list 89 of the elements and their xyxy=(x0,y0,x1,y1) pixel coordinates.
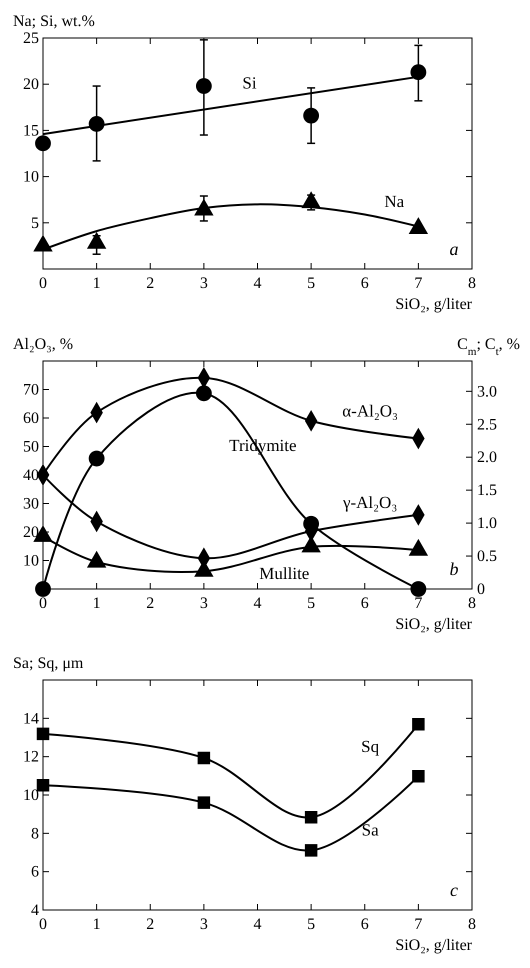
y2-axis-title: C$_{m}$; C$_{t}$, % xyxy=(457,336,520,358)
x-tick-label: 6 xyxy=(360,275,369,292)
x-tick-label: 7 xyxy=(414,595,422,612)
x-tick-label: 6 xyxy=(360,916,369,933)
y-tick-label: 10 xyxy=(23,787,39,804)
point xyxy=(304,810,318,824)
y-tick-label: 10 xyxy=(23,552,39,570)
series-label: α-Al₂O₃ xyxy=(342,402,398,421)
x-tick-label: 4 xyxy=(254,275,262,292)
y2-tick-label: 0.5 xyxy=(477,548,497,566)
x-tick-label: 7 xyxy=(414,916,422,933)
y-tick-label: 50 xyxy=(23,438,39,456)
x-tick-label: 0 xyxy=(39,916,47,933)
point xyxy=(34,236,52,252)
point xyxy=(194,200,213,216)
y-tick-label: 12 xyxy=(23,748,39,766)
y-tick-label: 25 xyxy=(23,30,39,47)
x-tick-label: 3 xyxy=(200,595,208,612)
y2-tick-label: 0 xyxy=(477,581,485,598)
series-label: Sa xyxy=(362,820,380,840)
point xyxy=(303,108,320,124)
x-tick-label: 1 xyxy=(92,916,101,933)
annotation: a xyxy=(450,239,458,259)
y-tick-label: 60 xyxy=(23,410,39,427)
y2-tick-label: 1.0 xyxy=(477,515,497,532)
series-label: Mullite xyxy=(259,564,310,583)
x-axis-title: SiO₂, g/liter xyxy=(395,296,473,313)
y-tick-label: 10 xyxy=(23,168,39,186)
point xyxy=(88,552,106,568)
x-tick-label: 2 xyxy=(146,595,154,612)
y-tick-label: 20 xyxy=(23,524,39,541)
y-axis-title: Na; Si, wt.% xyxy=(13,13,95,30)
y-tick-label: 8 xyxy=(31,825,39,842)
x-tick-label: 1 xyxy=(92,595,101,612)
point xyxy=(198,752,210,764)
x-tick-label: 8 xyxy=(468,916,476,933)
x-axis-title: SiO₂, g/liter xyxy=(395,616,473,633)
y-tick-label: 15 xyxy=(23,122,39,140)
x-tick-label: 2 xyxy=(146,916,154,933)
y-tick-label: 30 xyxy=(23,496,39,512)
x-tick-label: 2 xyxy=(146,275,154,292)
y-tick-label: 4 xyxy=(31,902,39,919)
x-tick-label: 8 xyxy=(468,595,476,612)
annotation: b xyxy=(450,559,458,579)
point xyxy=(304,844,318,857)
y2-tick-label: 1.5 xyxy=(477,482,497,500)
x-tick-label: 3 xyxy=(200,916,208,933)
point xyxy=(88,450,105,466)
y-tick-label: 14 xyxy=(23,710,39,728)
x-tick-label: 6 xyxy=(360,595,369,612)
y2-tick-label: 3.0 xyxy=(477,383,497,400)
y-tick-label: 5 xyxy=(31,214,39,232)
x-tick-label: 0 xyxy=(39,595,47,612)
point xyxy=(409,540,428,556)
point xyxy=(36,778,50,792)
x-tick-label: 4 xyxy=(254,916,262,933)
x-tick-label: 7 xyxy=(414,275,422,292)
y-tick-label: 70 xyxy=(23,382,39,398)
x-tick-label: 8 xyxy=(468,275,476,292)
x-tick-label: 0 xyxy=(39,275,47,292)
x-tick-label: 1 xyxy=(92,275,101,292)
y-tick-label: 20 xyxy=(23,76,39,94)
series-label: Na xyxy=(384,192,405,212)
x-tick-label: 5 xyxy=(307,275,316,292)
point xyxy=(409,218,428,234)
point xyxy=(412,718,425,731)
series-label: Sq xyxy=(361,737,380,756)
y-axis-title: Al₂O₃, % xyxy=(13,336,74,353)
x-tick-label: 5 xyxy=(307,916,316,933)
point xyxy=(36,728,50,740)
x-tick-label: 4 xyxy=(254,595,262,612)
x-axis-title: SiO₂, g/liter xyxy=(395,937,473,954)
series-label: Si xyxy=(242,74,257,93)
annotation: c xyxy=(450,880,458,900)
x-tick-label: 5 xyxy=(307,595,316,612)
point xyxy=(88,232,106,249)
point xyxy=(410,64,426,80)
y2-tick-label: 2.5 xyxy=(477,416,497,434)
y-tick-label: 6 xyxy=(31,864,39,881)
x-tick-label: 3 xyxy=(200,275,208,292)
point xyxy=(302,536,320,552)
y-axis-title: Sa; Sq, μm xyxy=(13,655,84,672)
series-label: γ-Al₂O₃ xyxy=(342,493,398,512)
point xyxy=(196,385,212,402)
point xyxy=(196,78,212,94)
point xyxy=(198,796,210,809)
y2-tick-label: 2.0 xyxy=(477,449,497,466)
point xyxy=(35,135,51,152)
point xyxy=(412,770,425,782)
